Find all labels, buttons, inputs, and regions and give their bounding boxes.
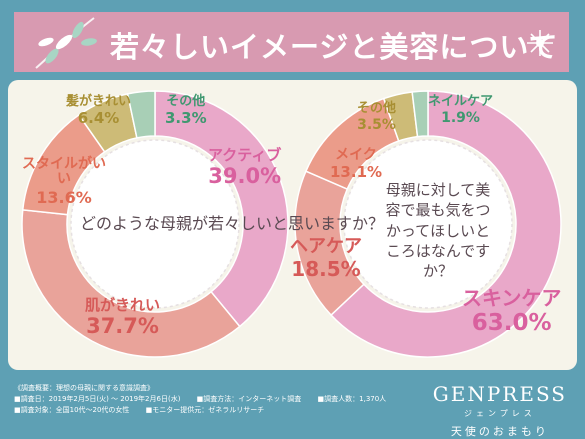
donut-center-c1 — [70, 139, 240, 309]
footer-provider: ■モニター提供元：ゼネラルリサーチ — [145, 406, 265, 414]
donut-slice-c1-4 — [126, 90, 156, 139]
brand-tagline: 天使のおまもり — [450, 425, 549, 438]
slice-label-c2-2: メイク 13.1% — [330, 147, 383, 181]
brand-block: GENPRESS ジェンプレス 天使のおまもり — [433, 382, 567, 439]
leaf-icon — [35, 17, 97, 69]
donut-center-c2 — [343, 139, 513, 309]
question-1: どのような母親が若々しいと思いますか？ — [80, 214, 385, 233]
question-2: 母親に対して美容で最も気をつかってほしいところはなんですか？ — [385, 181, 491, 280]
brand-logo: GENPRESS — [432, 382, 567, 406]
donut-slice-c2-0 — [329, 90, 562, 358]
slice-label-c2-4: ネイルケア 1.9% — [428, 94, 494, 126]
donut-slice-c1-0 — [154, 90, 289, 328]
slice-label-c1-2: スタイルがいい 13.6% — [22, 156, 106, 207]
slice-label-c1-3: 髪がきれい 6.4% — [66, 94, 132, 127]
survey-summary: 《調査概要：理想の母親に関する意識調査》 ■調査日：2019年2月5日(火) ～… — [14, 383, 400, 416]
slice-label-c1-1: 肌がきれい 37.7% — [85, 296, 161, 338]
slice-label-c2-0: スキンケア 63.0% — [462, 286, 562, 336]
slice-label-c2-3: その他 3.5% — [357, 101, 397, 133]
footer-count: ■調査人数：1,370人 — [317, 395, 387, 403]
footer-period: ■調査日：2019年2月5日(火) ～ 2019年2月6日(水) — [14, 395, 181, 403]
brand-kana: ジェンプレス — [463, 409, 536, 418]
slice-label-c1-4: その他 3.3% — [165, 94, 207, 127]
title-banner — [14, 12, 569, 72]
footer-method: ■調査方法：インターネット調査 — [196, 395, 302, 403]
slice-label-c1-0: アクティブ 39.0% — [208, 146, 282, 188]
page-title: 若々しいイメージと美容について — [110, 30, 559, 64]
footer-target: ■調査対象：全国10代～20代の女性 — [14, 406, 130, 414]
slice-label-c2-1: ヘアケア 18.5% — [290, 236, 362, 281]
snowflake-icon — [527, 30, 553, 56]
donut-slice-c1-1 — [21, 208, 241, 358]
donut-slice-c2-4 — [411, 90, 429, 138]
footer-heading: 《調査概要：理想の母親に関する意識調査》 — [14, 384, 154, 392]
